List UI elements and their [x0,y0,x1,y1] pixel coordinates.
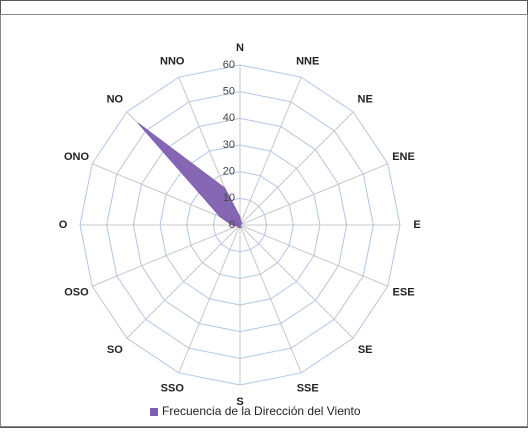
grid-ring [159,144,321,306]
grid-ring [106,91,374,359]
legend-label: Frecuencia de la Dirección del Viento [162,404,361,418]
category-label: ENE [392,151,415,163]
category-label: N [236,42,244,54]
legend-swatch [150,408,158,416]
tick-label: 20 [223,166,235,178]
tick-label: 10 [223,192,235,204]
grid [79,64,401,386]
category-label: S [236,396,243,408]
category-label: ESE [393,287,415,299]
category-label: OSO [64,287,89,299]
tick-label: 40 [223,112,235,124]
category-label: NO [107,94,124,106]
category-label: SE [358,344,373,356]
tick-label: 0 [229,219,235,231]
tick-label: 60 [223,59,235,71]
grid-ring [79,64,401,386]
tick-label: 30 [223,139,235,151]
category-label: NNO [160,55,185,67]
category-label: E [413,219,420,231]
category-label: SSE [297,382,319,394]
category-label: ONO [64,151,90,163]
grid-ring [186,171,294,279]
category-label: O [59,219,68,231]
tick-label: 50 [223,86,235,98]
category-label: NE [358,94,373,106]
chart-frame [0,14,528,427]
marks [137,122,243,229]
category-label: SSO [161,382,185,394]
category-label: SO [107,344,123,356]
category-label: NNE [296,55,319,67]
grid-ring [132,117,348,333]
labels: N NNE NE ENE E ESE SE SSE S SSO SO OSO O ONO NO NNO 0 10 2… [59,42,421,408]
radar-area [137,122,243,229]
